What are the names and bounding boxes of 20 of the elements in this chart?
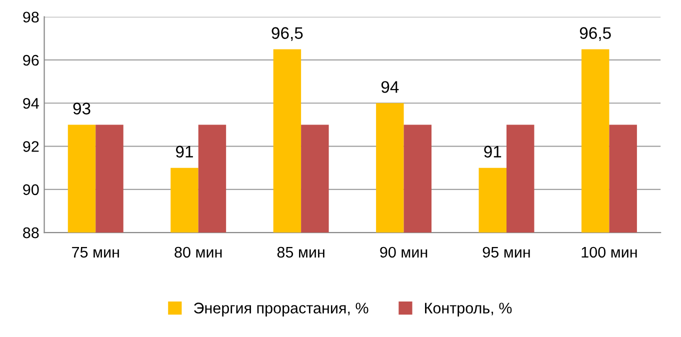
legend-label: Контроль, % (425, 302, 512, 317)
y-tick-label: 90 (23, 184, 39, 196)
x-tick-label: 95 мин (482, 246, 530, 258)
y-tick-label: 98 (23, 12, 39, 23)
legend-label: Энергия прорастания, % (194, 302, 368, 317)
y-tick-label: 92 (23, 141, 39, 152)
y-tick-label: 96 (23, 54, 39, 66)
x-tick-label: 85 мин (277, 246, 324, 258)
x-tick-label: 100 мин (582, 246, 637, 258)
data-label: 91 (484, 146, 502, 158)
x-tick-label: 90 мин (380, 246, 428, 258)
data-label: 96,5 (580, 27, 611, 41)
data-label: 94 (381, 81, 399, 93)
data-label: 91 (176, 146, 193, 158)
data-label: 93 (73, 102, 90, 114)
y-tick-label: 88 (23, 227, 39, 238)
data-label: 96,5 (272, 27, 303, 41)
x-tick-label: 80 мин (174, 246, 222, 258)
y-tick-label: 94 (23, 98, 39, 109)
x-tick-label: 75 мин (72, 246, 119, 258)
